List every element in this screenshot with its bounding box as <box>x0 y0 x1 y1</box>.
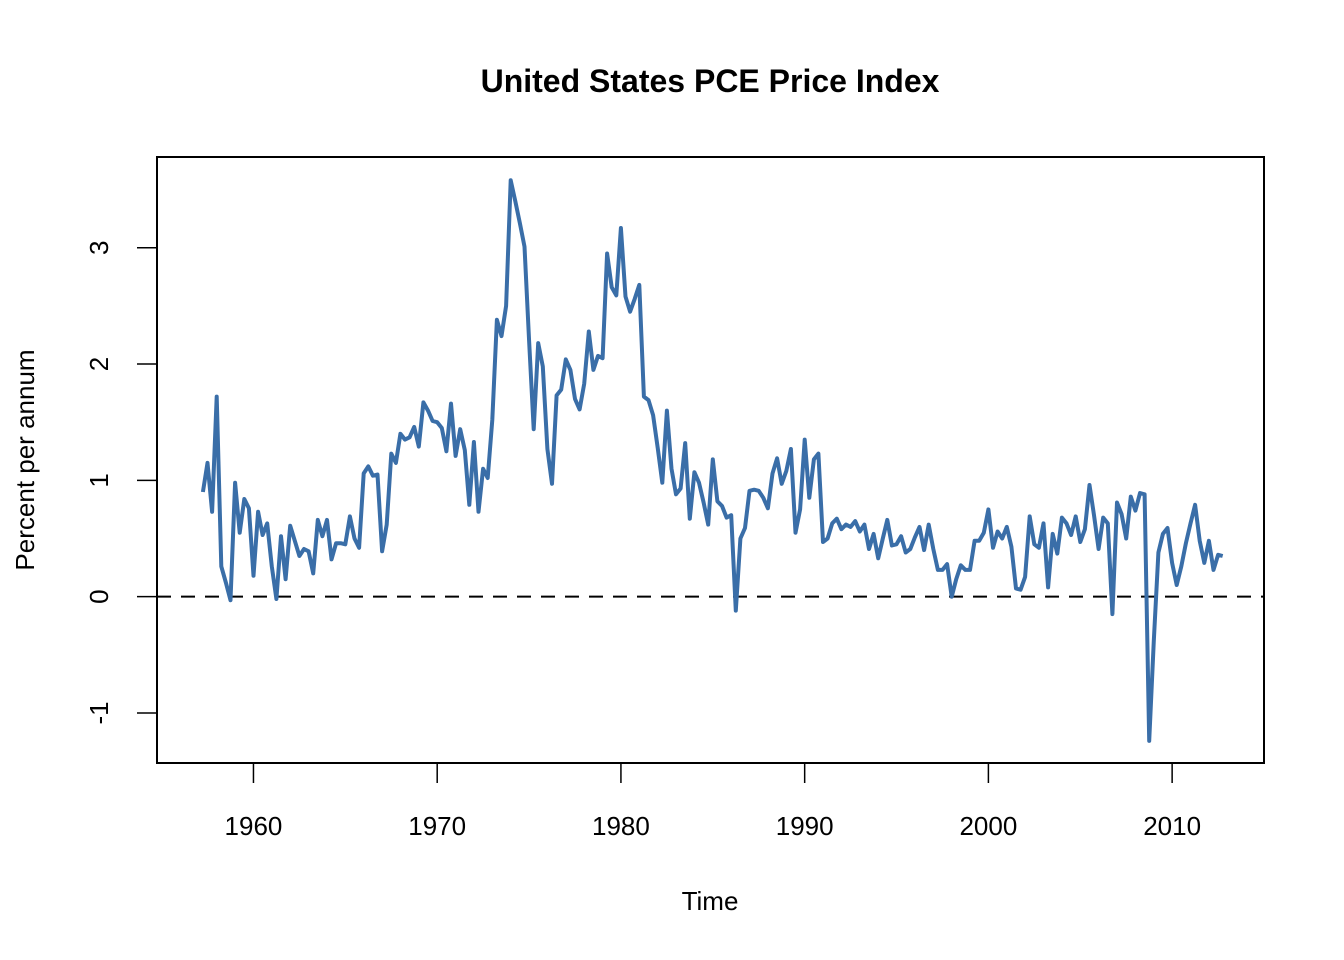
x-tick-label: 2010 <box>1143 811 1201 841</box>
x-tick-label: 1970 <box>408 811 466 841</box>
y-axis-label: Percent per annum <box>10 349 40 570</box>
x-tick-label: 1980 <box>592 811 650 841</box>
x-tick-label: 1990 <box>776 811 834 841</box>
x-tick-label: 1960 <box>225 811 283 841</box>
y-axis: -1 0 1 2 3 <box>84 240 157 725</box>
plot-frame <box>156 156 1265 764</box>
series-line <box>200 178 1224 743</box>
chart-title: United States PCE Price Index <box>481 63 940 99</box>
series-layer <box>200 178 1224 743</box>
y-tick-label: 1 <box>84 473 114 487</box>
x-axis: 1960 1970 1980 1990 2000 2010 <box>225 763 1201 841</box>
y-tick-label: 0 <box>84 589 114 603</box>
x-axis-label: Time <box>682 886 739 916</box>
y-tick-label: 2 <box>84 357 114 371</box>
y-tick-label: 3 <box>84 240 114 254</box>
y-tick-label: -1 <box>84 701 114 724</box>
x-tick-label: 2000 <box>959 811 1017 841</box>
